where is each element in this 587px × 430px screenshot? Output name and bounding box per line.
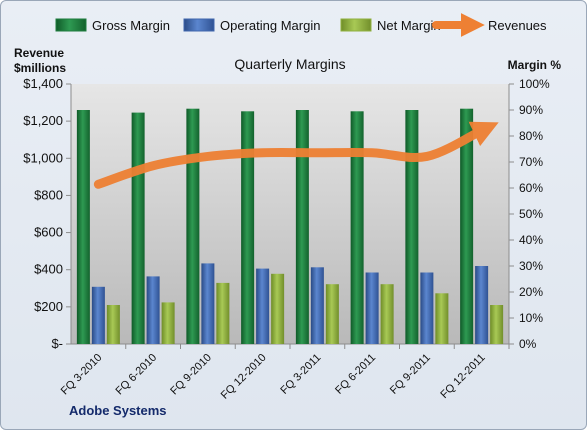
operating-margin-bar bbox=[201, 263, 215, 344]
left-axis-title: Revenue $millions bbox=[14, 46, 66, 75]
gross-margin-bar bbox=[186, 108, 200, 344]
x-tick-label: FQ 9-2011 bbox=[388, 352, 433, 397]
x-tick-label: FQ 6-2010 bbox=[114, 352, 160, 398]
net-margin-bar bbox=[380, 284, 394, 344]
legend-label: Revenues bbox=[488, 18, 547, 33]
net-margin-bar bbox=[490, 305, 504, 344]
x-tick-label: FQ 12-2010 bbox=[219, 352, 269, 402]
operating-margin-bar bbox=[256, 268, 270, 344]
x-tick-label: FQ 3-2011 bbox=[278, 352, 323, 397]
legend-swatch-gross-margin bbox=[55, 18, 87, 32]
right-tick-label: 20% bbox=[519, 285, 543, 299]
right-tick-label: 70% bbox=[519, 155, 543, 169]
left-tick-label: $- bbox=[51, 336, 63, 351]
left-tick-label: $600 bbox=[34, 225, 63, 240]
legend-swatch-operating-margin bbox=[183, 18, 215, 32]
left-tick-label: $400 bbox=[34, 262, 63, 277]
gross-margin-bar bbox=[350, 111, 364, 344]
x-tick-label: FQ 6-2011 bbox=[333, 352, 378, 397]
net-margin-bar bbox=[325, 284, 339, 344]
gross-margin-bar bbox=[295, 110, 309, 344]
chart-title: Quarterly Margins bbox=[234, 56, 345, 72]
operating-margin-bar bbox=[310, 267, 324, 344]
gross-margin-bar bbox=[460, 108, 474, 344]
left-tick-label: $1,000 bbox=[23, 150, 63, 165]
legend-label: Operating Margin bbox=[220, 18, 320, 33]
x-tick-label: FQ 3-2010 bbox=[59, 352, 105, 398]
gross-margin-bar bbox=[131, 112, 145, 344]
right-tick-label: 90% bbox=[519, 103, 543, 117]
left-tick-label: $1,200 bbox=[23, 113, 63, 128]
right-tick-label: 30% bbox=[519, 259, 543, 273]
right-axis-title: Margin % bbox=[508, 58, 562, 72]
right-tick-label: 0% bbox=[519, 337, 537, 351]
right-tick-label: 50% bbox=[519, 207, 543, 221]
legend-label: Net Margin bbox=[377, 18, 441, 33]
gross-margin-bar bbox=[405, 110, 419, 344]
left-tick-label: $800 bbox=[34, 187, 63, 202]
gross-margin-bar bbox=[241, 111, 255, 344]
company-name: Adobe Systems bbox=[69, 403, 167, 418]
left-axis-title-line: $millions bbox=[14, 61, 66, 75]
right-tick-label: 80% bbox=[519, 129, 543, 143]
right-tick-label: 40% bbox=[519, 233, 543, 247]
gross-margin-bar bbox=[76, 110, 90, 344]
x-tick-label: FQ 9-2010 bbox=[168, 352, 214, 398]
net-margin-bar bbox=[106, 305, 120, 344]
operating-margin-bar bbox=[91, 286, 105, 344]
operating-margin-bar bbox=[365, 272, 379, 344]
net-margin-bar bbox=[435, 293, 449, 344]
right-tick-label: 100% bbox=[519, 77, 550, 91]
net-margin-bar bbox=[161, 302, 175, 344]
operating-margin-bar bbox=[475, 266, 489, 344]
legend-swatch-net-margin bbox=[340, 18, 372, 32]
operating-margin-bar bbox=[420, 272, 434, 344]
x-tick-label: FQ 12-2011 bbox=[438, 352, 487, 401]
right-tick-label: 10% bbox=[519, 311, 543, 325]
legend-label: Gross Margin bbox=[92, 18, 170, 33]
left-tick-label: $200 bbox=[34, 299, 63, 314]
left-tick-label: $1,400 bbox=[23, 76, 63, 91]
operating-margin-bar bbox=[146, 276, 160, 344]
net-margin-bar bbox=[271, 273, 285, 344]
net-margin-bar bbox=[216, 282, 230, 344]
right-tick-label: 60% bbox=[519, 181, 543, 195]
revenues-line bbox=[93, 121, 499, 189]
left-axis-title-line: Revenue bbox=[14, 46, 64, 60]
